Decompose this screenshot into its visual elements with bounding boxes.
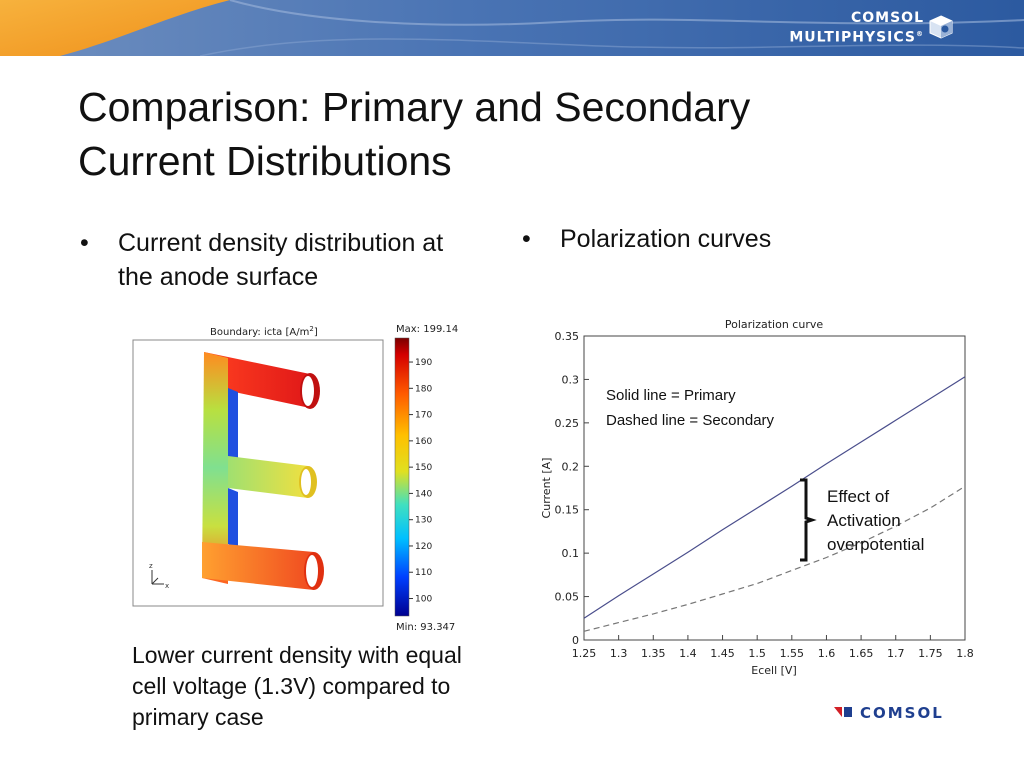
bullet-right-text: Polarization curves: [560, 225, 772, 253]
logo-red-mark-icon: [834, 707, 842, 717]
brand-wordmark: COMSOL MULTIPHYSICS®: [789, 10, 924, 46]
polarization-chart: Polarization curve 0 0.05 0.1 0.15 0.2 0.25 0.…: [528, 312, 984, 684]
colorbar-tick-label: 160: [415, 437, 432, 447]
svg-text:x: x: [165, 582, 169, 590]
colorbar-ticks: 190 180 170 160 150 140 130 120 110 100: [409, 358, 432, 605]
y-tick-label: 0.25: [555, 417, 580, 430]
colorbar-tick-label: 150: [415, 463, 432, 473]
bullet-dot: •: [522, 225, 531, 253]
current-density-surface-plot: Boundary: icta [A/m2] Max: 199.148 Min: …: [128, 316, 465, 634]
colorbar-tick-label: 110: [415, 568, 432, 578]
chart-series: [583, 376, 966, 632]
annotation-line-2: Activation: [827, 511, 901, 530]
y-tick-label: 0.15: [555, 504, 580, 517]
e-shaped-anode: [202, 352, 324, 590]
x-tick-label: 1.4: [679, 647, 697, 660]
colorbar-tick-label: 130: [415, 516, 432, 526]
x-tick-label: 1.5: [748, 647, 766, 660]
banner-graphic: [0, 0, 1024, 56]
x-tick-label: 1.55: [780, 647, 805, 660]
chart-plot-area: [583, 335, 966, 641]
x-tick-label: 1.6: [818, 647, 836, 660]
caption-line-3: primary case: [132, 704, 264, 730]
brand-line-2: MULTIPHYSICS®: [789, 26, 924, 46]
slide-title: Comparison: Primary and Secondary Curren…: [78, 80, 938, 188]
activation-overpotential-annotation: Effect of Activation overpotential: [827, 485, 924, 557]
slide-title-line-2: Current Distributions: [78, 138, 452, 184]
polarization-chart-svg: Polarization curve 0 0.05 0.1 0.15 0.2 0.25 0.…: [540, 318, 974, 677]
surface-plot-header: Boundary: icta [A/m2]: [210, 325, 318, 338]
line-style-legend: Solid line = Primary Dashed line = Secon…: [606, 383, 774, 433]
annotation-line-1: Effect of: [827, 487, 890, 506]
footer-logo-text: COMSOL: [860, 704, 944, 721]
chart-title: Polarization curve: [725, 318, 823, 331]
caption-line-1: Lower current density with equal: [132, 642, 462, 668]
x-tick-label: 1.3: [610, 647, 628, 660]
bullet-left-line-1: Current density distribution at: [118, 229, 444, 257]
colorbar-tick-label: 170: [415, 411, 432, 421]
x-tick-label: 1.75: [918, 647, 943, 660]
legend-note-solid: Solid line = Primary: [606, 387, 736, 404]
y-tick-label: 0.2: [562, 460, 580, 473]
axis-triad-icon: z x: [149, 562, 169, 590]
caption-line-2: cell voltage (1.3V) compared to: [132, 673, 451, 699]
x-tick-label: 1.8: [956, 647, 974, 660]
comsol-footer-logo: COMSOL: [834, 704, 944, 721]
brand-line-2-text: MULTIPHYSICS: [789, 29, 916, 46]
x-axis-label: Ecell [V]: [751, 664, 796, 677]
surface-plot-caption: Lower current density with equal cell vo…: [132, 640, 512, 733]
bullet-right: • Polarization curves: [522, 222, 922, 262]
primary-series-line: [583, 376, 966, 619]
legend-note-dashed: Dashed line = Secondary: [606, 412, 775, 429]
logo-blue-mark-icon: [844, 707, 852, 717]
colorbar-tick-label: 140: [415, 489, 432, 499]
y-axis-label: Current [A]: [540, 458, 553, 519]
bullet-left: • Current density distribution at the an…: [80, 226, 520, 296]
colorbar: [394, 337, 410, 617]
bullet-left-text: Current density distribution at the anod…: [118, 226, 443, 294]
colorbar-tick-label: 100: [415, 595, 432, 605]
registered-mark: ®: [916, 30, 924, 38]
svg-text:z: z: [149, 562, 153, 570]
y-tick-label: 0.35: [555, 330, 580, 343]
annotation-line-3: overpotential: [827, 535, 925, 554]
y-tick-label: 0.05: [555, 591, 580, 604]
bracket-icon: [800, 478, 817, 562]
x-ticks: 1.25 1.3 1.35 1.4 1.45 1.5 1.55 1.6 1.65 1.7 1.75 1…: [572, 635, 974, 660]
bullet-dot: •: [80, 229, 89, 257]
colorbar-tick-label: 190: [415, 358, 432, 368]
top-banner: COMSOL MULTIPHYSICS®: [0, 0, 1024, 56]
surface-plot-graphic: Boundary: icta [A/m2] Max: 199.148 Min: …: [132, 324, 465, 633]
y-tick-label: 0.1: [562, 547, 580, 560]
brand-line-1: COMSOL: [850, 10, 924, 26]
colorbar-tick-label: 180: [415, 384, 432, 394]
y-tick-label: 0: [572, 634, 579, 647]
max-label: Max: 199.148: [396, 324, 458, 335]
secondary-series-line: [583, 485, 966, 632]
x-tick-label: 1.35: [641, 647, 666, 660]
comsol-cube-logo-icon: [929, 15, 953, 39]
x-tick-label: 1.45: [710, 647, 735, 660]
x-tick-label: 1.65: [849, 647, 874, 660]
colorbar-tick-label: 120: [415, 542, 432, 552]
y-ticks: 0 0.05 0.1 0.15 0.2 0.25 0.3 0.35: [555, 330, 589, 647]
slide-title-line-1: Comparison: Primary and Secondary: [78, 84, 751, 130]
min-label: Min: 93.347: [396, 622, 455, 633]
bullet-left-line-2: the anode surface: [118, 263, 319, 291]
y-tick-label: 0.3: [562, 373, 580, 386]
x-tick-label: 1.7: [887, 647, 905, 660]
x-tick-label: 1.25: [572, 647, 597, 660]
